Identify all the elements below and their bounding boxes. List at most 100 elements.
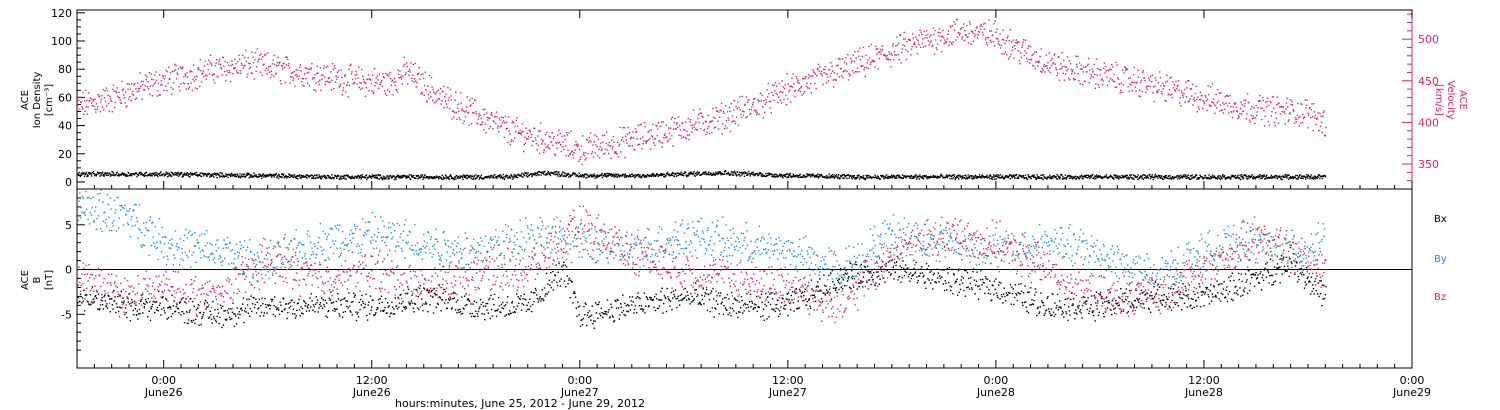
- velocity-series-point: [515, 119, 518, 121]
- density-series-point: [1118, 178, 1120, 180]
- density-series-point: [247, 172, 249, 174]
- density-series-point: [988, 176, 990, 178]
- velocity-series-point: [1273, 121, 1275, 124]
- velocity-series-point: [774, 90, 776, 92]
- density-series-point: [970, 175, 972, 177]
- velocity-series-point: [84, 89, 87, 92]
- velocity-series-point: [1174, 89, 1176, 91]
- velocity-series-point: [1125, 69, 1127, 72]
- velocity-series-point: [279, 80, 282, 82]
- density-series-point: [157, 175, 159, 178]
- density-series-point: [456, 177, 459, 179]
- velocity-series-point: [559, 132, 561, 135]
- density-series-point: [219, 176, 221, 178]
- density-series-point: [1176, 176, 1178, 178]
- density-series-point: [855, 177, 857, 179]
- density-series-point: [1293, 177, 1295, 179]
- velocity-series-point: [393, 81, 395, 84]
- density-series-point: [586, 176, 588, 179]
- velocity-series-point: [717, 128, 720, 130]
- by-series-point: [138, 204, 141, 206]
- density-series-point: [1230, 176, 1232, 178]
- density-series-point: [1114, 176, 1117, 179]
- by-series-point: [125, 213, 127, 216]
- by-series-point: [237, 256, 239, 259]
- density-series-point: [991, 178, 994, 181]
- density-series-point: [563, 172, 565, 174]
- density-series-point: [263, 176, 265, 178]
- density-series-point: [1064, 174, 1067, 176]
- velocity-series-point: [734, 120, 736, 122]
- velocity-series-point: [912, 37, 914, 39]
- velocity-series-point: [771, 91, 773, 94]
- velocity-series-point: [1124, 66, 1126, 68]
- density-series-point: [121, 173, 123, 175]
- density-series-point: [1261, 177, 1263, 180]
- velocity-series-point: [1317, 112, 1319, 114]
- velocity-series-point: [1196, 98, 1198, 101]
- velocity-series-point: [978, 31, 981, 33]
- velocity-series-point: [396, 91, 399, 93]
- velocity-series-point: [963, 39, 965, 42]
- velocity-series-point: [210, 63, 212, 65]
- velocity-series-point: [675, 127, 677, 130]
- density-series-point: [1091, 174, 1093, 177]
- velocity-series-point: [344, 75, 346, 77]
- velocity-series-point: [124, 102, 126, 104]
- velocity-series-point: [1266, 100, 1268, 103]
- velocity-series-point: [1043, 63, 1046, 66]
- velocity-series-point: [252, 56, 254, 58]
- velocity-series-point: [966, 25, 968, 27]
- density-series-point: [180, 171, 182, 174]
- velocity-series-point: [1035, 61, 1037, 63]
- density-series-point: [875, 176, 877, 178]
- density-series-point: [320, 175, 322, 177]
- velocity-series-point: [765, 98, 767, 101]
- density-series-point: [124, 175, 127, 177]
- velocity-series-point: [1293, 122, 1296, 124]
- velocity-series-point: [949, 41, 951, 43]
- density-series-point: [607, 172, 609, 175]
- velocity-series-point: [153, 83, 155, 85]
- density-series-point: [1265, 178, 1267, 180]
- velocity-series-point: [273, 75, 275, 77]
- density-series-point: [498, 175, 501, 177]
- velocity-series-point: [567, 149, 569, 151]
- density-series-point: [787, 175, 789, 177]
- density-series-point: [1240, 175, 1242, 178]
- density-series-point: [1300, 175, 1303, 177]
- velocity-series-point: [1046, 65, 1048, 67]
- density-series-point: [662, 174, 664, 176]
- by-series-point: [203, 233, 206, 235]
- velocity-series-point: [277, 56, 279, 59]
- velocity-series-point: [84, 110, 86, 113]
- velocity-series-point: [405, 72, 407, 74]
- velocity-series-point: [361, 87, 363, 89]
- density-series-point: [221, 172, 223, 174]
- velocity-series-point: [958, 32, 960, 34]
- density-series-point: [654, 175, 657, 177]
- velocity-series-point: [1074, 72, 1076, 74]
- density-series-point: [1070, 177, 1072, 179]
- velocity-series-point: [1206, 109, 1208, 112]
- velocity-series-point: [159, 94, 161, 96]
- density-series-point: [478, 174, 480, 177]
- velocity-series-point: [195, 78, 197, 81]
- velocity-series-point: [1279, 106, 1281, 108]
- velocity-series-point: [797, 79, 799, 82]
- velocity-series-point: [749, 113, 751, 116]
- density-series-point: [435, 177, 437, 179]
- density-series-point: [1030, 177, 1032, 180]
- by-series-point: [269, 253, 271, 255]
- velocity-series-point: [993, 45, 996, 47]
- velocity-series-point: [708, 125, 710, 128]
- velocity-series-point: [1134, 86, 1137, 88]
- density-series-point: [540, 174, 542, 176]
- density-series-point: [1093, 177, 1095, 179]
- density-series-point: [936, 175, 939, 177]
- velocity-series-point: [339, 85, 341, 87]
- by-series-point: [212, 259, 215, 261]
- velocity-series-point: [253, 62, 255, 64]
- density-series-point: [115, 173, 117, 176]
- density-series-point: [591, 174, 594, 176]
